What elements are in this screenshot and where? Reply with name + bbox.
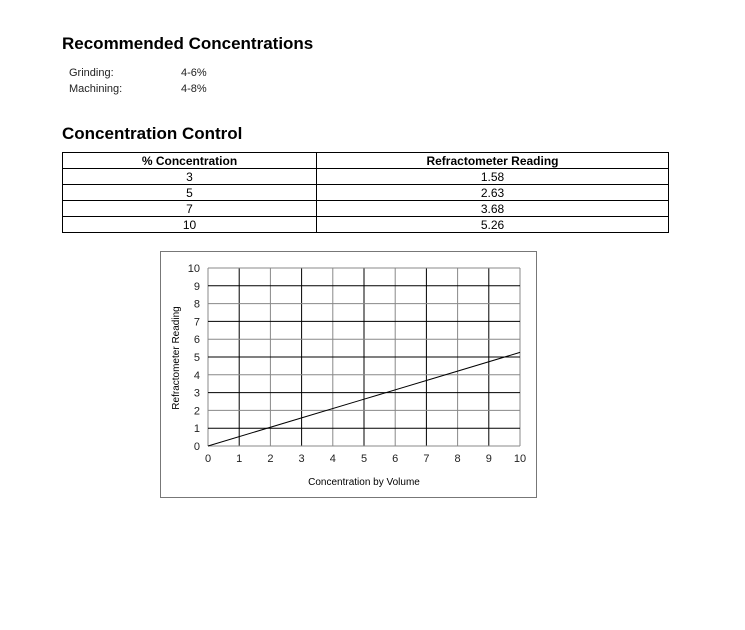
- x-tick-label: 0: [205, 453, 211, 465]
- table-row: 10 5.26: [62, 216, 669, 233]
- y-tick-label: 5: [194, 352, 200, 364]
- recommended-title: Recommended Concentrations: [62, 34, 314, 53]
- table-row: 3 1.58: [62, 168, 669, 185]
- control-title: Concentration Control: [62, 124, 243, 143]
- cell: 1.58: [316, 168, 669, 185]
- y-tick-label: 3: [194, 388, 200, 400]
- cell: 10: [62, 216, 317, 233]
- x-tick-label: 6: [392, 453, 398, 465]
- x-tick-label: 10: [514, 453, 526, 465]
- x-tick-label: 1: [236, 453, 242, 465]
- cell: 5: [62, 184, 317, 201]
- cell: 3: [62, 168, 317, 185]
- x-tick-label: 3: [299, 453, 305, 465]
- cell: 7: [62, 200, 317, 217]
- grinding-value: 4-6%: [181, 67, 207, 79]
- table-row: 5 2.63: [62, 184, 669, 201]
- grinding-label: Grinding:: [69, 67, 114, 79]
- cell: 2.63: [316, 184, 669, 201]
- x-tick-label: 8: [455, 453, 461, 465]
- x-tick-label: 5: [361, 453, 367, 465]
- refractometer-chart: 0 1 2 3 4 5 6 7 8 9 10 0 1 2 3 4 5 6 7 8 9 10 Concentration b…: [160, 251, 537, 498]
- table-header: % Concentration Refractometer Reading: [62, 152, 669, 169]
- y-tick-label: 6: [194, 334, 200, 346]
- y-tick-label: 2: [194, 405, 200, 417]
- cell: 3.68: [316, 200, 669, 217]
- y-tick-label: 1: [194, 423, 200, 435]
- machining-value: 4-8%: [181, 83, 207, 95]
- x-tick-label: 9: [486, 453, 492, 465]
- y-axis-label: Refractometer Reading: [171, 306, 182, 409]
- series-line: [207, 351, 521, 447]
- x-tick-label: 2: [267, 453, 273, 465]
- x-tick-label: 7: [423, 453, 429, 465]
- y-tick-label: 7: [194, 316, 200, 328]
- cell: 5.26: [316, 216, 669, 233]
- table-row: 7 3.68: [62, 200, 669, 217]
- header-concentration: % Concentration: [62, 152, 317, 169]
- y-tick-label: 8: [194, 299, 200, 311]
- y-tick-label: 0: [194, 441, 200, 453]
- header-reading: Refractometer Reading: [316, 152, 669, 169]
- machining-label: Machining:: [69, 83, 123, 95]
- y-tick-label: 9: [194, 281, 200, 293]
- y-tick-label: 4: [194, 370, 200, 382]
- y-tick-label: 10: [188, 263, 200, 275]
- x-tick-label: 4: [330, 453, 336, 465]
- x-axis-label: Concentration by Volume: [308, 477, 420, 488]
